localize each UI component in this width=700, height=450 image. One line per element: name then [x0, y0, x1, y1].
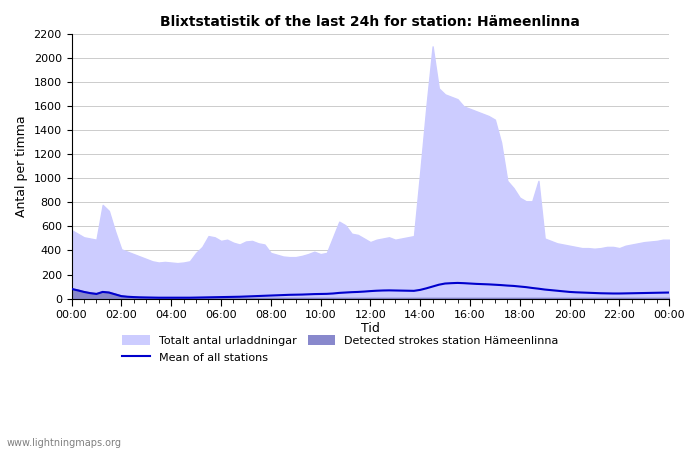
X-axis label: Tid: Tid	[361, 322, 380, 335]
Y-axis label: Antal per timma: Antal per timma	[15, 116, 28, 217]
Legend: Totalt antal urladdningar, Mean of all stations, Detected strokes station Hämeen: Totalt antal urladdningar, Mean of all s…	[118, 331, 564, 367]
Title: Blixtstatistik of the last 24h for station: Hämeenlinna: Blixtstatistik of the last 24h for stati…	[160, 15, 580, 29]
Text: www.lightningmaps.org: www.lightningmaps.org	[7, 438, 122, 448]
